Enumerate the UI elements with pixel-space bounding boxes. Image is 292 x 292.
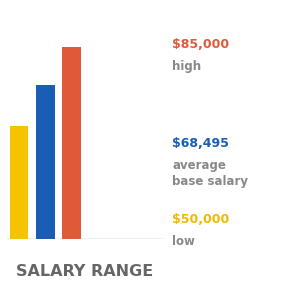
Text: low: low bbox=[172, 235, 195, 248]
Bar bbox=[62, 47, 81, 239]
Bar bbox=[36, 84, 55, 239]
Text: $85,000: $85,000 bbox=[172, 38, 230, 51]
Bar bbox=[10, 126, 28, 239]
Text: $50,000: $50,000 bbox=[172, 213, 230, 226]
Text: average
base salary: average base salary bbox=[172, 159, 248, 188]
Text: $68,495: $68,495 bbox=[172, 137, 229, 150]
Text: high: high bbox=[172, 60, 201, 73]
Text: SALARY RANGE: SALARY RANGE bbox=[16, 264, 153, 279]
